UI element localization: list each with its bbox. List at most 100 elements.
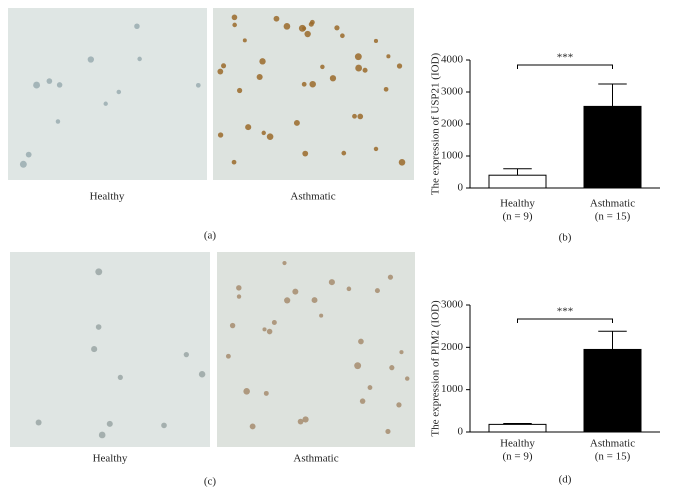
cell bbox=[245, 124, 252, 131]
cell bbox=[352, 113, 357, 119]
cell bbox=[249, 423, 256, 430]
cell bbox=[292, 288, 299, 295]
cell bbox=[25, 151, 32, 158]
cell bbox=[357, 113, 364, 120]
cell bbox=[95, 268, 103, 276]
cell bbox=[183, 352, 189, 358]
panel-label: (a) bbox=[204, 230, 217, 242]
cell bbox=[242, 38, 247, 43]
x-tick-label: Healthy bbox=[500, 438, 535, 450]
image-label: Healthy bbox=[93, 453, 128, 465]
cell bbox=[362, 67, 368, 73]
bar bbox=[488, 423, 547, 433]
cell bbox=[284, 297, 291, 304]
sample-size: (n = 15) bbox=[595, 211, 631, 223]
cell bbox=[266, 328, 273, 335]
cell bbox=[359, 398, 366, 404]
cell bbox=[261, 130, 266, 136]
cell bbox=[137, 56, 142, 62]
cell bbox=[98, 431, 106, 439]
cells bbox=[19, 14, 410, 439]
y-tick-label: 1000 bbox=[441, 150, 464, 162]
cell bbox=[232, 22, 237, 28]
cell bbox=[231, 14, 238, 21]
cell bbox=[387, 274, 394, 280]
cell bbox=[262, 327, 267, 332]
cell bbox=[302, 150, 309, 157]
cell bbox=[217, 132, 224, 138]
cell bbox=[396, 402, 402, 408]
bar bbox=[583, 348, 642, 433]
cell bbox=[340, 33, 345, 39]
cell bbox=[161, 422, 167, 429]
micrograph bbox=[213, 8, 414, 180]
bar bbox=[583, 105, 642, 189]
cell bbox=[297, 418, 304, 425]
cell bbox=[259, 58, 266, 65]
cell bbox=[198, 370, 206, 378]
y-axis-label: The expression of PIM2 (IOD) bbox=[430, 300, 442, 437]
x-tick-label: Asthmatic bbox=[590, 198, 635, 210]
y-tick-label: 3000 bbox=[441, 299, 464, 311]
cell bbox=[217, 68, 224, 75]
cell bbox=[225, 353, 231, 359]
cell bbox=[195, 82, 201, 88]
cell bbox=[304, 30, 311, 38]
cell bbox=[398, 159, 406, 166]
cell bbox=[266, 133, 274, 140]
cell bbox=[35, 419, 42, 426]
micrograph bbox=[8, 8, 207, 180]
cell bbox=[236, 87, 243, 94]
significance: *** bbox=[557, 306, 574, 318]
cell bbox=[346, 286, 352, 292]
cell bbox=[55, 119, 61, 124]
cell bbox=[46, 78, 53, 84]
y-tick-label: 3000 bbox=[441, 86, 464, 98]
y-axis-label: The expression of USP21 (IOD) bbox=[430, 52, 442, 195]
cell bbox=[386, 54, 391, 59]
cell bbox=[341, 150, 347, 156]
panel-label: (c) bbox=[204, 476, 217, 488]
cell bbox=[385, 428, 391, 435]
y-tick-label: 2000 bbox=[441, 118, 464, 130]
sample-size: (n = 15) bbox=[595, 451, 631, 463]
cell bbox=[396, 63, 403, 69]
cell bbox=[389, 365, 395, 371]
cell bbox=[404, 376, 410, 381]
bar bbox=[488, 174, 547, 189]
cell bbox=[106, 420, 113, 427]
cell bbox=[56, 82, 63, 88]
y-tick-label: 0 bbox=[458, 182, 464, 194]
significance-bracket bbox=[517, 318, 613, 323]
cell bbox=[103, 101, 108, 106]
cell bbox=[116, 89, 122, 95]
x-tick-label: Asthmatic bbox=[590, 438, 635, 450]
cell bbox=[298, 24, 306, 32]
sample-size: (n = 9) bbox=[502, 211, 532, 223]
image-label: Asthmatic bbox=[293, 453, 338, 465]
cell bbox=[236, 285, 242, 291]
cell bbox=[91, 346, 98, 353]
image-label: Asthmatic bbox=[290, 191, 335, 203]
y-tick-label: 0 bbox=[458, 426, 464, 438]
cell bbox=[358, 338, 364, 345]
y-tick-label: 4000 bbox=[441, 54, 464, 66]
panel-label: (d) bbox=[559, 474, 572, 486]
cell bbox=[319, 313, 324, 318]
micrograph bbox=[10, 252, 210, 447]
image-label: Healthy bbox=[90, 191, 125, 203]
cell bbox=[309, 80, 316, 88]
panel-label: (b) bbox=[559, 232, 572, 244]
cell bbox=[271, 320, 277, 326]
cell bbox=[263, 390, 269, 396]
cell bbox=[293, 119, 300, 126]
cell bbox=[367, 385, 373, 390]
cell bbox=[354, 362, 362, 370]
cell bbox=[373, 38, 379, 44]
cell bbox=[273, 15, 280, 22]
cell bbox=[311, 297, 318, 304]
cell bbox=[87, 56, 94, 63]
cell bbox=[308, 21, 314, 27]
cell bbox=[283, 23, 291, 30]
